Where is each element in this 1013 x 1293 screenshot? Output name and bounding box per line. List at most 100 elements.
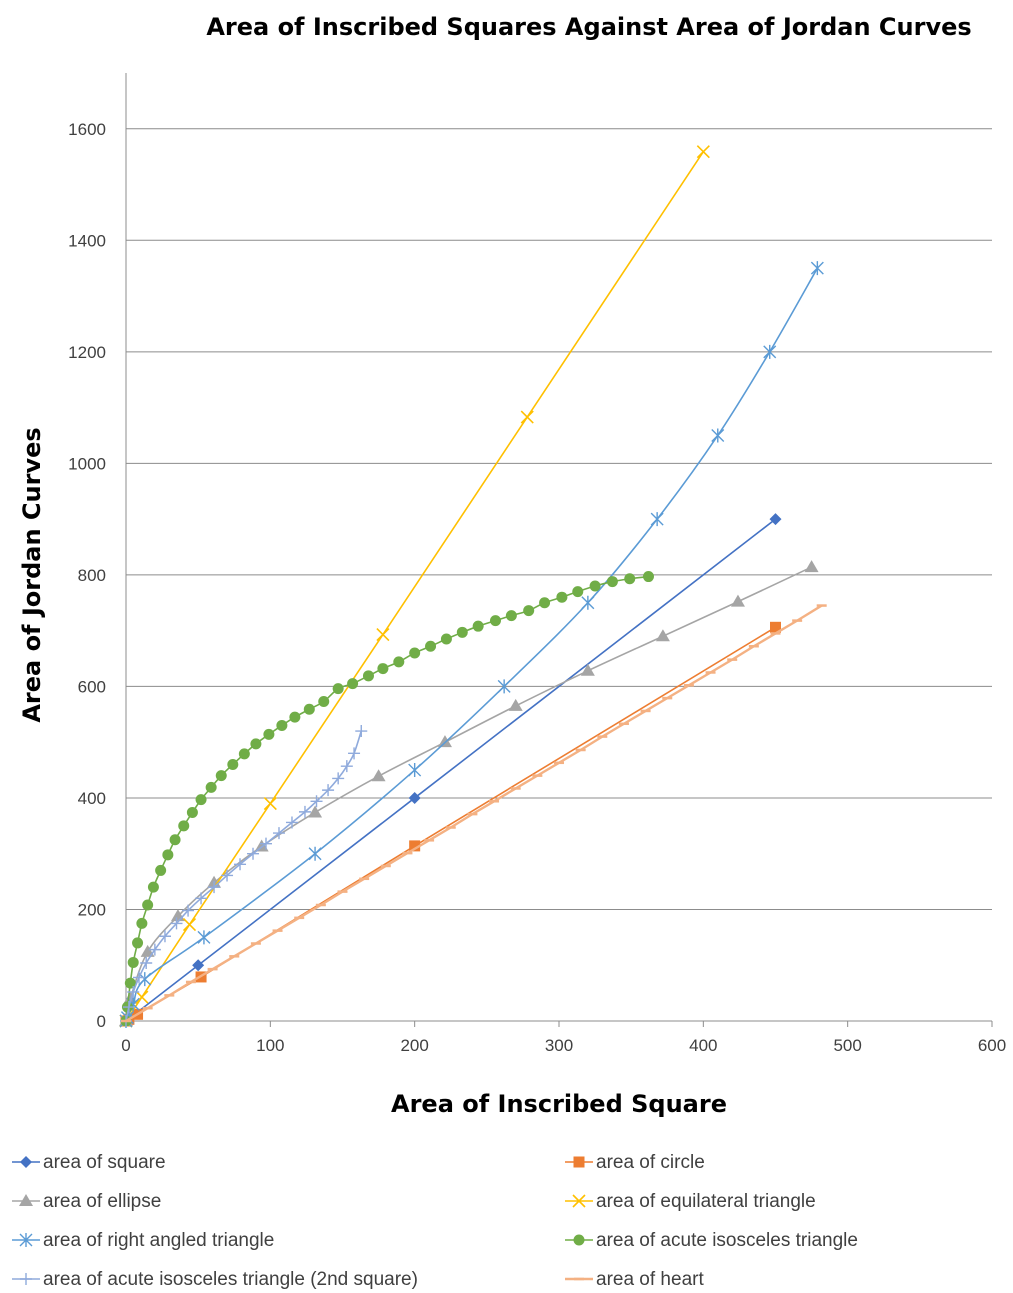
y-axis-title: Area of Jordan Curves [18,427,46,722]
series-line [125,518,776,1022]
y-tick-label: 200 [78,900,106,919]
data-point [308,805,323,818]
data-point [520,410,534,424]
series-line [125,151,704,1022]
data-point [285,816,298,829]
data-point [539,597,551,609]
data-point [195,794,207,806]
data-point [215,770,227,782]
data-point [730,594,745,607]
data-point [158,930,171,943]
data-point [650,512,664,527]
y-tick-label: 800 [78,566,106,585]
x-tick-label: 400 [689,1036,717,1055]
data-point [393,656,405,668]
data-point [192,959,205,972]
data-point [581,595,595,610]
data-point [489,615,501,627]
y-tick-label: 600 [78,677,106,696]
data-point [322,784,335,797]
data-point [127,986,140,999]
data-point [711,428,725,443]
legend-item: area of circle [565,1152,705,1173]
data-point [440,633,452,645]
data-point [409,840,421,852]
data-point [606,576,618,588]
series-line [125,267,819,1022]
legend-label: area of heart [596,1269,704,1290]
data-point [122,1001,135,1014]
legend-marker [572,1194,586,1208]
data-point [132,937,144,949]
legend-marker [573,1234,585,1246]
legend-item: area of right angled triangle [12,1230,274,1251]
data-point [142,899,154,911]
data-point [182,904,195,917]
data-point [178,820,190,832]
data-point [170,917,183,930]
y-tick-label: 0 [97,1012,106,1031]
series-line [125,730,363,1022]
gridlines [126,128,992,910]
series-0 [120,513,782,1027]
data-point [497,679,511,694]
x-tick-label: 300 [545,1036,573,1055]
series-6 [120,725,368,1027]
y-tick-label: 1200 [68,343,106,362]
chart-title: Area of Inscribed Squares Against Area o… [206,13,971,41]
data-point [572,586,584,598]
data-point [227,758,239,770]
data-point [169,834,181,846]
data-point [556,591,568,603]
legend-item: area of square [12,1152,166,1173]
data-point [276,719,288,731]
data-point [136,917,148,929]
data-point [124,977,136,989]
data-point [508,698,523,711]
data-point [303,703,315,715]
tick-labels: 0 200 400 600 800 1000 1200 1400 1600 0 100 200 300 4… [68,120,1006,1055]
legend-label: area of ellipse [43,1191,161,1212]
data-point [221,869,234,882]
series-7 [121,604,827,1023]
legend-item: area of ellipse [12,1191,161,1212]
data-point [769,513,782,526]
data-point [348,747,361,760]
data-point [308,846,322,861]
data-point [355,725,368,738]
data-point [340,760,353,773]
y-tick-label: 1000 [68,454,106,473]
data-point [804,560,819,573]
y-tick-label: 1600 [68,120,106,139]
data-point [763,344,777,359]
data-point [696,145,710,159]
data-point [332,772,345,785]
data-point [132,971,145,984]
data-point [505,610,517,622]
data-point [472,620,484,632]
x-tick-label: 0 [121,1036,130,1055]
data-point [425,640,437,652]
data-point [182,917,197,932]
data-point [186,806,198,818]
series-4 [119,261,824,1028]
data-point [376,627,390,642]
data-point [272,827,285,840]
data-point [247,847,260,860]
data-point [254,839,269,852]
x-tick-label: 100 [256,1036,284,1055]
data-point [155,864,167,876]
legend-label: area of acute isosceles triangle (2nd sq… [43,1269,418,1290]
data-point [437,735,452,748]
legend-marker [19,1194,33,1206]
legend-marker [573,1156,585,1168]
data-point [148,943,161,956]
x-tick-label: 200 [400,1036,428,1055]
data-point [208,881,221,894]
x-axis-title: Area of Inscribed Square [391,1090,727,1118]
legend-label: area of circle [596,1152,705,1173]
legend-marker [20,1156,32,1168]
legend-marker [20,1273,32,1285]
data-point [624,573,636,585]
